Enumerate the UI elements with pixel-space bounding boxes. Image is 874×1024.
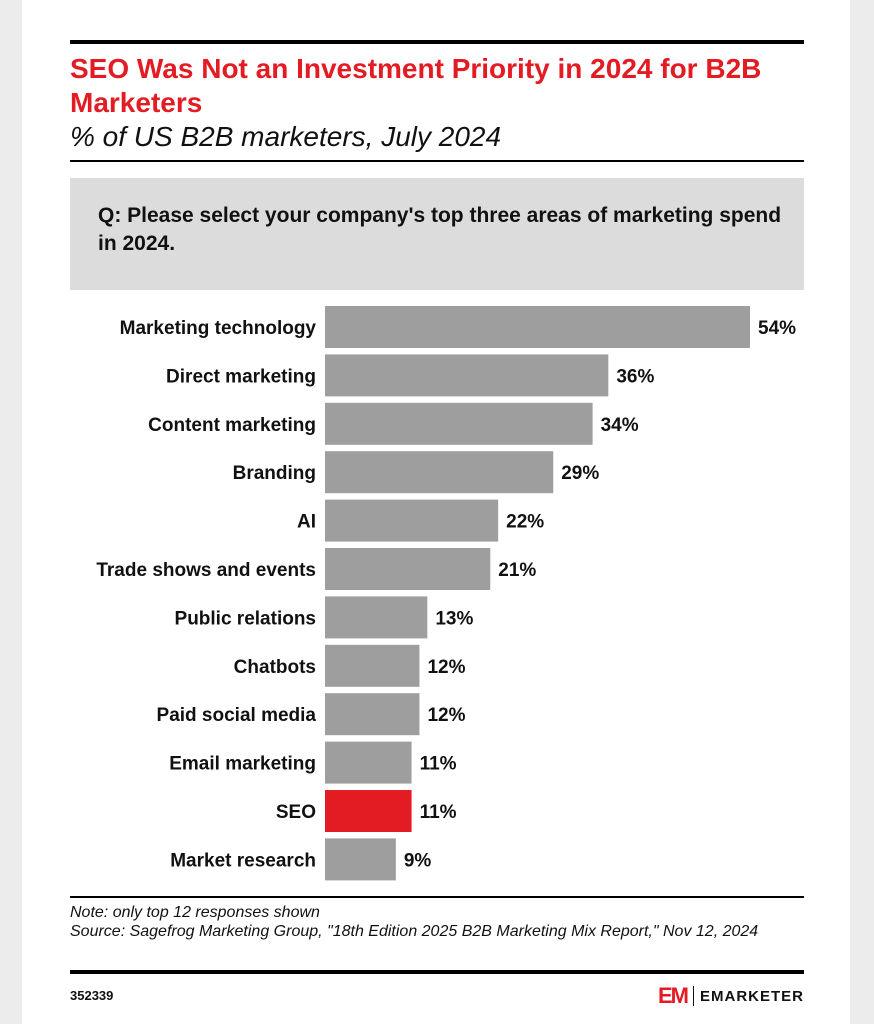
category-label-content-marketing: Content marketing <box>148 415 316 436</box>
value-label-paid-social-media: 12% <box>427 705 465 726</box>
em-logo-icon: EM <box>657 983 689 1008</box>
category-label-email-marketing: Email marketing <box>169 754 316 775</box>
value-label-public-relations: 13% <box>435 608 473 629</box>
chart-source: Source: Sagefrog Marketing Group, "18th … <box>70 923 759 940</box>
footer-rule <box>70 896 804 898</box>
bar-trade-shows-and-events <box>325 548 491 590</box>
value-label-branding: 29% <box>561 463 599 484</box>
value-label-market-research: 9% <box>404 850 432 871</box>
category-label-market-research: Market research <box>170 850 316 871</box>
value-label-content-marketing: 34% <box>601 415 639 436</box>
category-label-paid-social-media: Paid social media <box>157 705 317 726</box>
category-label-direct-marketing: Direct marketing <box>166 366 316 387</box>
category-label-seo: SEO <box>276 802 316 823</box>
bar-chart: Marketing technology 54% Direct marketing 3… <box>96 306 796 881</box>
title-rule <box>70 160 804 162</box>
value-label-email-marketing: 11% <box>420 754 457 775</box>
bar-paid-social-media <box>325 693 420 736</box>
bar-market-research <box>325 838 396 881</box>
value-label-ai: 22% <box>506 512 544 533</box>
bar-chatbots <box>325 644 420 687</box>
bottom-rule <box>70 970 804 974</box>
bar-email-marketing <box>325 741 412 784</box>
bar-ai <box>325 499 499 542</box>
bar-branding <box>325 451 554 494</box>
chart-note: Note: only top 12 responses shown <box>70 904 320 921</box>
value-label-marketing-technology: 54% <box>758 318 796 339</box>
brand-name: EMARKETER <box>699 987 804 1005</box>
bar-direct-marketing <box>325 354 609 397</box>
bar-content-marketing <box>325 402 593 445</box>
category-label-trade-shows-and-events: Trade shows and events <box>96 560 316 581</box>
category-label-branding: Branding <box>233 463 316 484</box>
value-label-trade-shows-and-events: 21% <box>498 560 536 581</box>
value-label-chatbots: 12% <box>427 657 465 678</box>
logo-separator <box>692 986 694 1006</box>
chart-subtitle: % of US B2B marketers, July 2024 <box>70 121 502 152</box>
category-label-marketing-technology: Marketing technology <box>120 318 317 339</box>
category-label-ai: AI <box>297 512 316 533</box>
chart-title: SEO Was Not an Investment Priority in 20… <box>70 53 762 118</box>
emarketer-logo: EM EMARKETER <box>657 983 804 1008</box>
value-label-seo: 11% <box>420 802 457 823</box>
chart-id: 352339 <box>70 988 114 1003</box>
top-rule <box>70 40 804 44</box>
value-label-direct-marketing: 36% <box>616 366 654 387</box>
bar-marketing-technology <box>325 306 750 348</box>
category-label-chatbots: Chatbots <box>234 657 316 678</box>
category-label-public-relations: Public relations <box>175 608 316 629</box>
question-box: Q: Please select your company's top thre… <box>70 178 804 290</box>
chart-card: SEO Was Not an Investment Priority in 20… <box>22 0 850 1024</box>
bar-seo <box>325 790 412 832</box>
bar-public-relations <box>325 596 428 639</box>
survey-question: Q: Please select your company's top thre… <box>98 204 782 255</box>
